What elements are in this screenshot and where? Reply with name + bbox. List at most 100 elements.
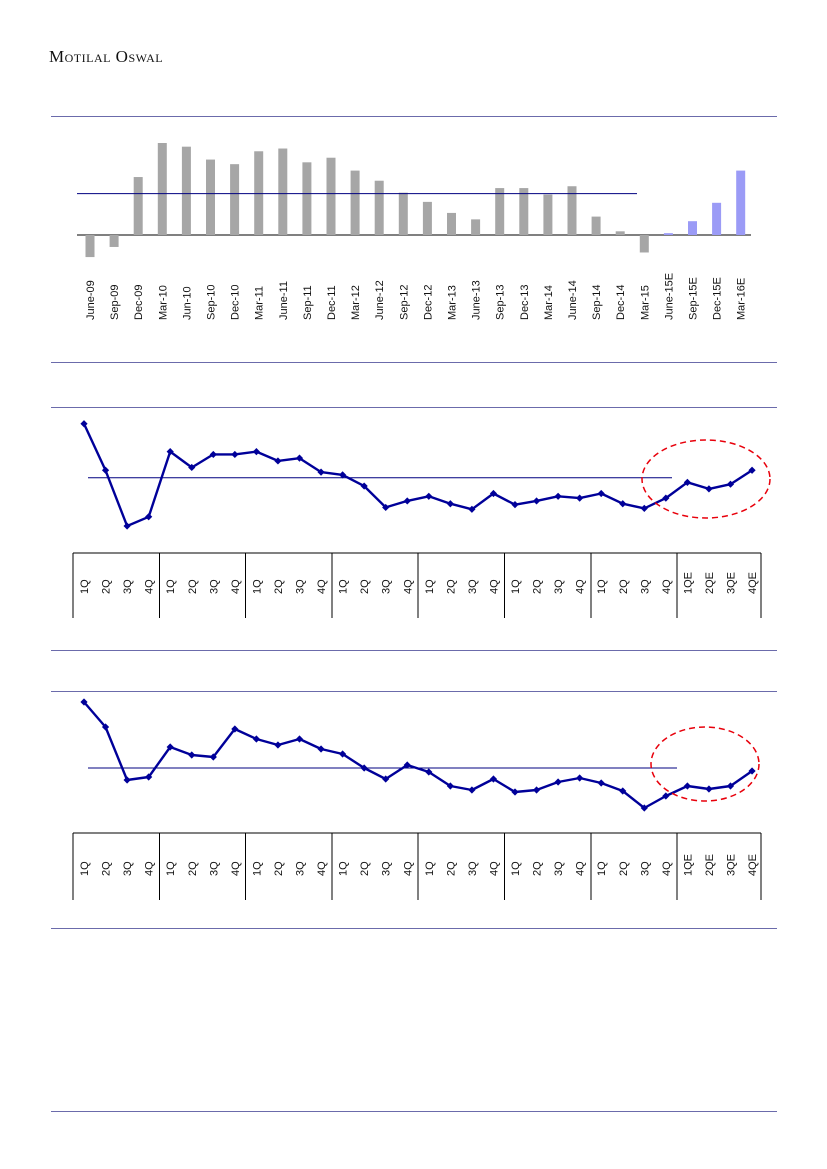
- x-tick-label: Dec-15E: [712, 277, 724, 320]
- x-tick-label: 3Q: [208, 861, 220, 876]
- data-point: [683, 782, 691, 790]
- x-tick-label: 3Q: [639, 861, 651, 876]
- data-point: [209, 753, 217, 761]
- x-tick-label: Dec-09: [133, 285, 145, 320]
- data-point: [252, 735, 260, 743]
- data-point: [295, 735, 304, 743]
- x-tick-label: Sep-10: [206, 285, 218, 320]
- x-tick-label: 1Q: [510, 861, 522, 876]
- x-tick-label: Mar-12: [350, 285, 362, 320]
- x-tick-label: 3Q: [467, 579, 479, 594]
- x-tick-label: 4Q: [488, 579, 500, 594]
- data-point: [597, 779, 605, 787]
- data-point: [274, 741, 282, 749]
- x-tick-label: June-12: [374, 280, 386, 320]
- x-tick-label: Dec-13: [519, 285, 531, 320]
- x-tick-label: 1Q: [165, 861, 177, 876]
- x-tick-label: Sep-14: [591, 285, 603, 320]
- x-tick-label: 1Q: [79, 579, 91, 594]
- series-line: [83, 701, 753, 810]
- x-tick-label: 4Q: [144, 861, 156, 876]
- x-tick-label: 2Q: [359, 861, 371, 876]
- data-point: [597, 489, 605, 498]
- bar: [157, 143, 167, 235]
- x-tick-label: 1Q: [251, 861, 263, 876]
- data-point: [382, 503, 390, 512]
- bar: [615, 231, 625, 235]
- x-tick-label: 1Q: [596, 579, 608, 594]
- data-point: [188, 751, 196, 759]
- bar: [663, 233, 673, 235]
- bar: [736, 170, 746, 235]
- data-point: [748, 466, 756, 474]
- x-tick-label: Mar-14: [543, 285, 555, 320]
- bar: [278, 148, 288, 235]
- data-point: [231, 725, 239, 733]
- x-tick-label: Sep-11: [302, 285, 314, 320]
- section-divider: [51, 116, 777, 117]
- x-tick-label: Sep-12: [398, 285, 410, 320]
- data-point: [403, 761, 411, 769]
- data-point: [662, 792, 670, 800]
- bar: [422, 201, 432, 235]
- data-point: [360, 764, 368, 772]
- x-tick-label: 4Q: [316, 579, 328, 594]
- section-divider: [51, 362, 777, 363]
- data-point: [576, 774, 584, 782]
- x-tick-label: Jun-10: [181, 286, 193, 320]
- data-point: [468, 505, 476, 513]
- brand-logo: Motilal Oswal: [49, 47, 164, 66]
- bar: [374, 180, 384, 235]
- x-tick-label: June-15E: [663, 273, 675, 320]
- x-tick-label: 1QE: [682, 572, 694, 594]
- series-line: [82, 423, 753, 528]
- x-tick-label: 1Q: [510, 579, 522, 594]
- x-tick-label: Sep-15E: [688, 277, 700, 320]
- data-point: [145, 513, 153, 521]
- x-tick-label: 2Q: [618, 579, 630, 594]
- x-tick-label: June-11: [278, 281, 290, 320]
- bar: [85, 235, 95, 258]
- data-point: [576, 494, 584, 502]
- data-point: [339, 471, 347, 479]
- data-point: [231, 450, 239, 459]
- x-tick-label: June-09: [85, 280, 97, 320]
- data-point: [80, 698, 88, 706]
- x-tick-label: 4Q: [402, 861, 414, 876]
- data-point: [489, 489, 498, 498]
- x-tick-label: 2Q: [359, 579, 371, 594]
- data-point: [619, 787, 627, 795]
- data-point: [101, 466, 110, 474]
- bar: [688, 221, 697, 235]
- data-point: [382, 775, 390, 783]
- section-divider: [51, 691, 777, 692]
- x-tick-label: 4QE: [747, 572, 759, 594]
- x-tick-label: Dec-10: [230, 285, 242, 320]
- data-point: [748, 767, 756, 775]
- x-tick-label: 4Q: [230, 861, 242, 876]
- x-tick-label: 3Q: [122, 579, 134, 594]
- x-tick-label: 3Q: [553, 861, 565, 876]
- data-point: [640, 504, 648, 512]
- data-point: [360, 482, 368, 490]
- x-tick-label: Mar-10: [157, 285, 169, 320]
- x-tick-label: 1Q: [596, 861, 608, 876]
- x-tick-label: Dec-12: [422, 285, 434, 320]
- x-tick-label: 1QE: [682, 854, 694, 876]
- bar: [109, 235, 119, 247]
- data-point: [339, 750, 347, 758]
- bar: [447, 212, 456, 235]
- section-divider: [51, 407, 777, 408]
- bar: [712, 202, 722, 235]
- x-tick-label: 1Q: [424, 861, 436, 876]
- x-tick-label: Dec-11: [326, 285, 338, 320]
- data-point: [403, 497, 411, 505]
- data-point: [317, 468, 325, 476]
- data-point: [726, 480, 735, 488]
- x-tick-label: 2Q: [273, 579, 285, 594]
- data-point: [511, 788, 519, 796]
- x-tick-label: 3Q: [467, 861, 479, 876]
- estimate-highlight-ellipse: [650, 726, 760, 802]
- bar: [133, 177, 143, 235]
